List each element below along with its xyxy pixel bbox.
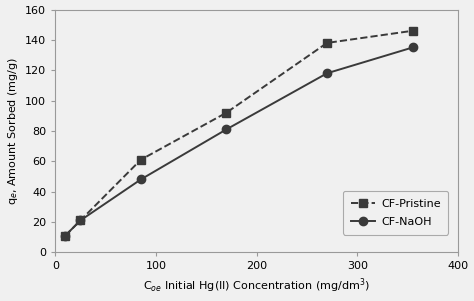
CF-Pristine [324,41,330,45]
CF-NaOH [78,219,83,222]
CF-Pristine [410,29,415,33]
Y-axis label: q$_{e}$, Amount Sorbed (mg/g): q$_{e}$, Amount Sorbed (mg/g) [6,57,19,205]
Line: CF-Pristine: CF-Pristine [61,26,417,240]
CF-Pristine [224,111,229,114]
X-axis label: C$_{oe}$ Initial Hg(II) Concentration (mg/dm$^{3}$): C$_{oe}$ Initial Hg(II) Concentration (m… [143,277,370,296]
CF-NaOH [138,178,144,181]
CF-Pristine [138,158,144,162]
Line: CF-NaOH: CF-NaOH [61,43,417,240]
CF-NaOH [410,46,415,49]
CF-NaOH [324,71,330,75]
CF-Pristine [78,219,83,222]
CF-NaOH [224,128,229,131]
Legend: CF-Pristine, CF-NaOH: CF-Pristine, CF-NaOH [343,191,448,234]
CF-NaOH [63,234,68,237]
CF-Pristine [63,234,68,237]
